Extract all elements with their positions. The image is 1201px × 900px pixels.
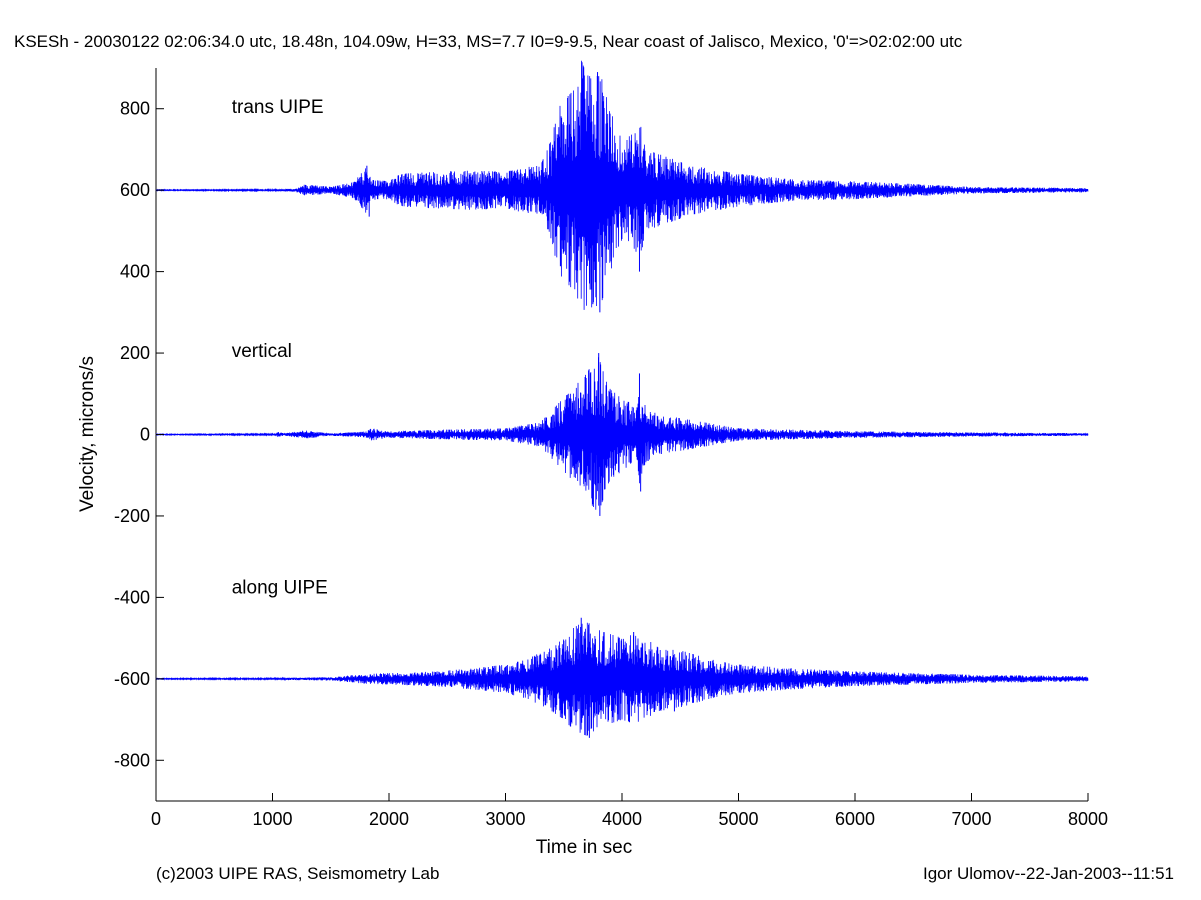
- y-tick-label--600: -600: [114, 669, 150, 689]
- footer-author-date: Igor Ulomov--22-Jan-2003--11:51: [922, 864, 1174, 883]
- x-tick-label-4000: 4000: [602, 809, 642, 829]
- chart-title: KSESh - 20030122 02:06:34.0 utc, 18.48n,…: [14, 32, 963, 51]
- y-tick-label-800: 800: [120, 99, 150, 119]
- x-axis-label: Time in sec: [536, 837, 632, 858]
- x-tick-label-5000: 5000: [718, 809, 758, 829]
- y-tick-label--800: -800: [114, 750, 150, 770]
- y-tick-label-600: 600: [120, 180, 150, 200]
- trace-label-1: trans UIPE: [232, 97, 324, 118]
- x-tick-label-2000: 2000: [369, 809, 409, 829]
- x-tick-label-6000: 6000: [835, 809, 875, 829]
- y-tick-label--200: -200: [114, 506, 150, 526]
- axis-ticks: 0 1000 2000 3000 4000 5000 6000 7000 8000-800-60…: [114, 99, 1108, 829]
- y-tick-label-400: 400: [120, 262, 150, 282]
- y-axis-label: Velocity, microns/s: [77, 356, 98, 512]
- x-tick-label-7000: 7000: [951, 809, 991, 829]
- footer-copyright: (c)2003 UIPE RAS, Seismometry Lab: [156, 864, 440, 883]
- trace-label-3: along UIPE: [232, 577, 328, 598]
- x-tick-label-0: 0: [151, 809, 161, 829]
- traces-group: [155, 60, 1089, 738]
- x-tick-label-1000: 1000: [252, 809, 292, 829]
- y-tick-label-200: 200: [120, 343, 150, 363]
- trace-labels: trans UIPE vertical along UIPE: [232, 97, 328, 599]
- y-tick-label-0: 0: [140, 425, 150, 445]
- trace-label-2: vertical: [232, 341, 292, 362]
- y-tick-label--400: -400: [114, 587, 150, 607]
- x-tick-label-3000: 3000: [485, 809, 525, 829]
- x-tick-label-8000: 8000: [1068, 809, 1108, 829]
- trace-line-3: [155, 622, 1089, 736]
- trace-line-2: [155, 357, 1089, 510]
- trace-line-1: [155, 60, 1089, 310]
